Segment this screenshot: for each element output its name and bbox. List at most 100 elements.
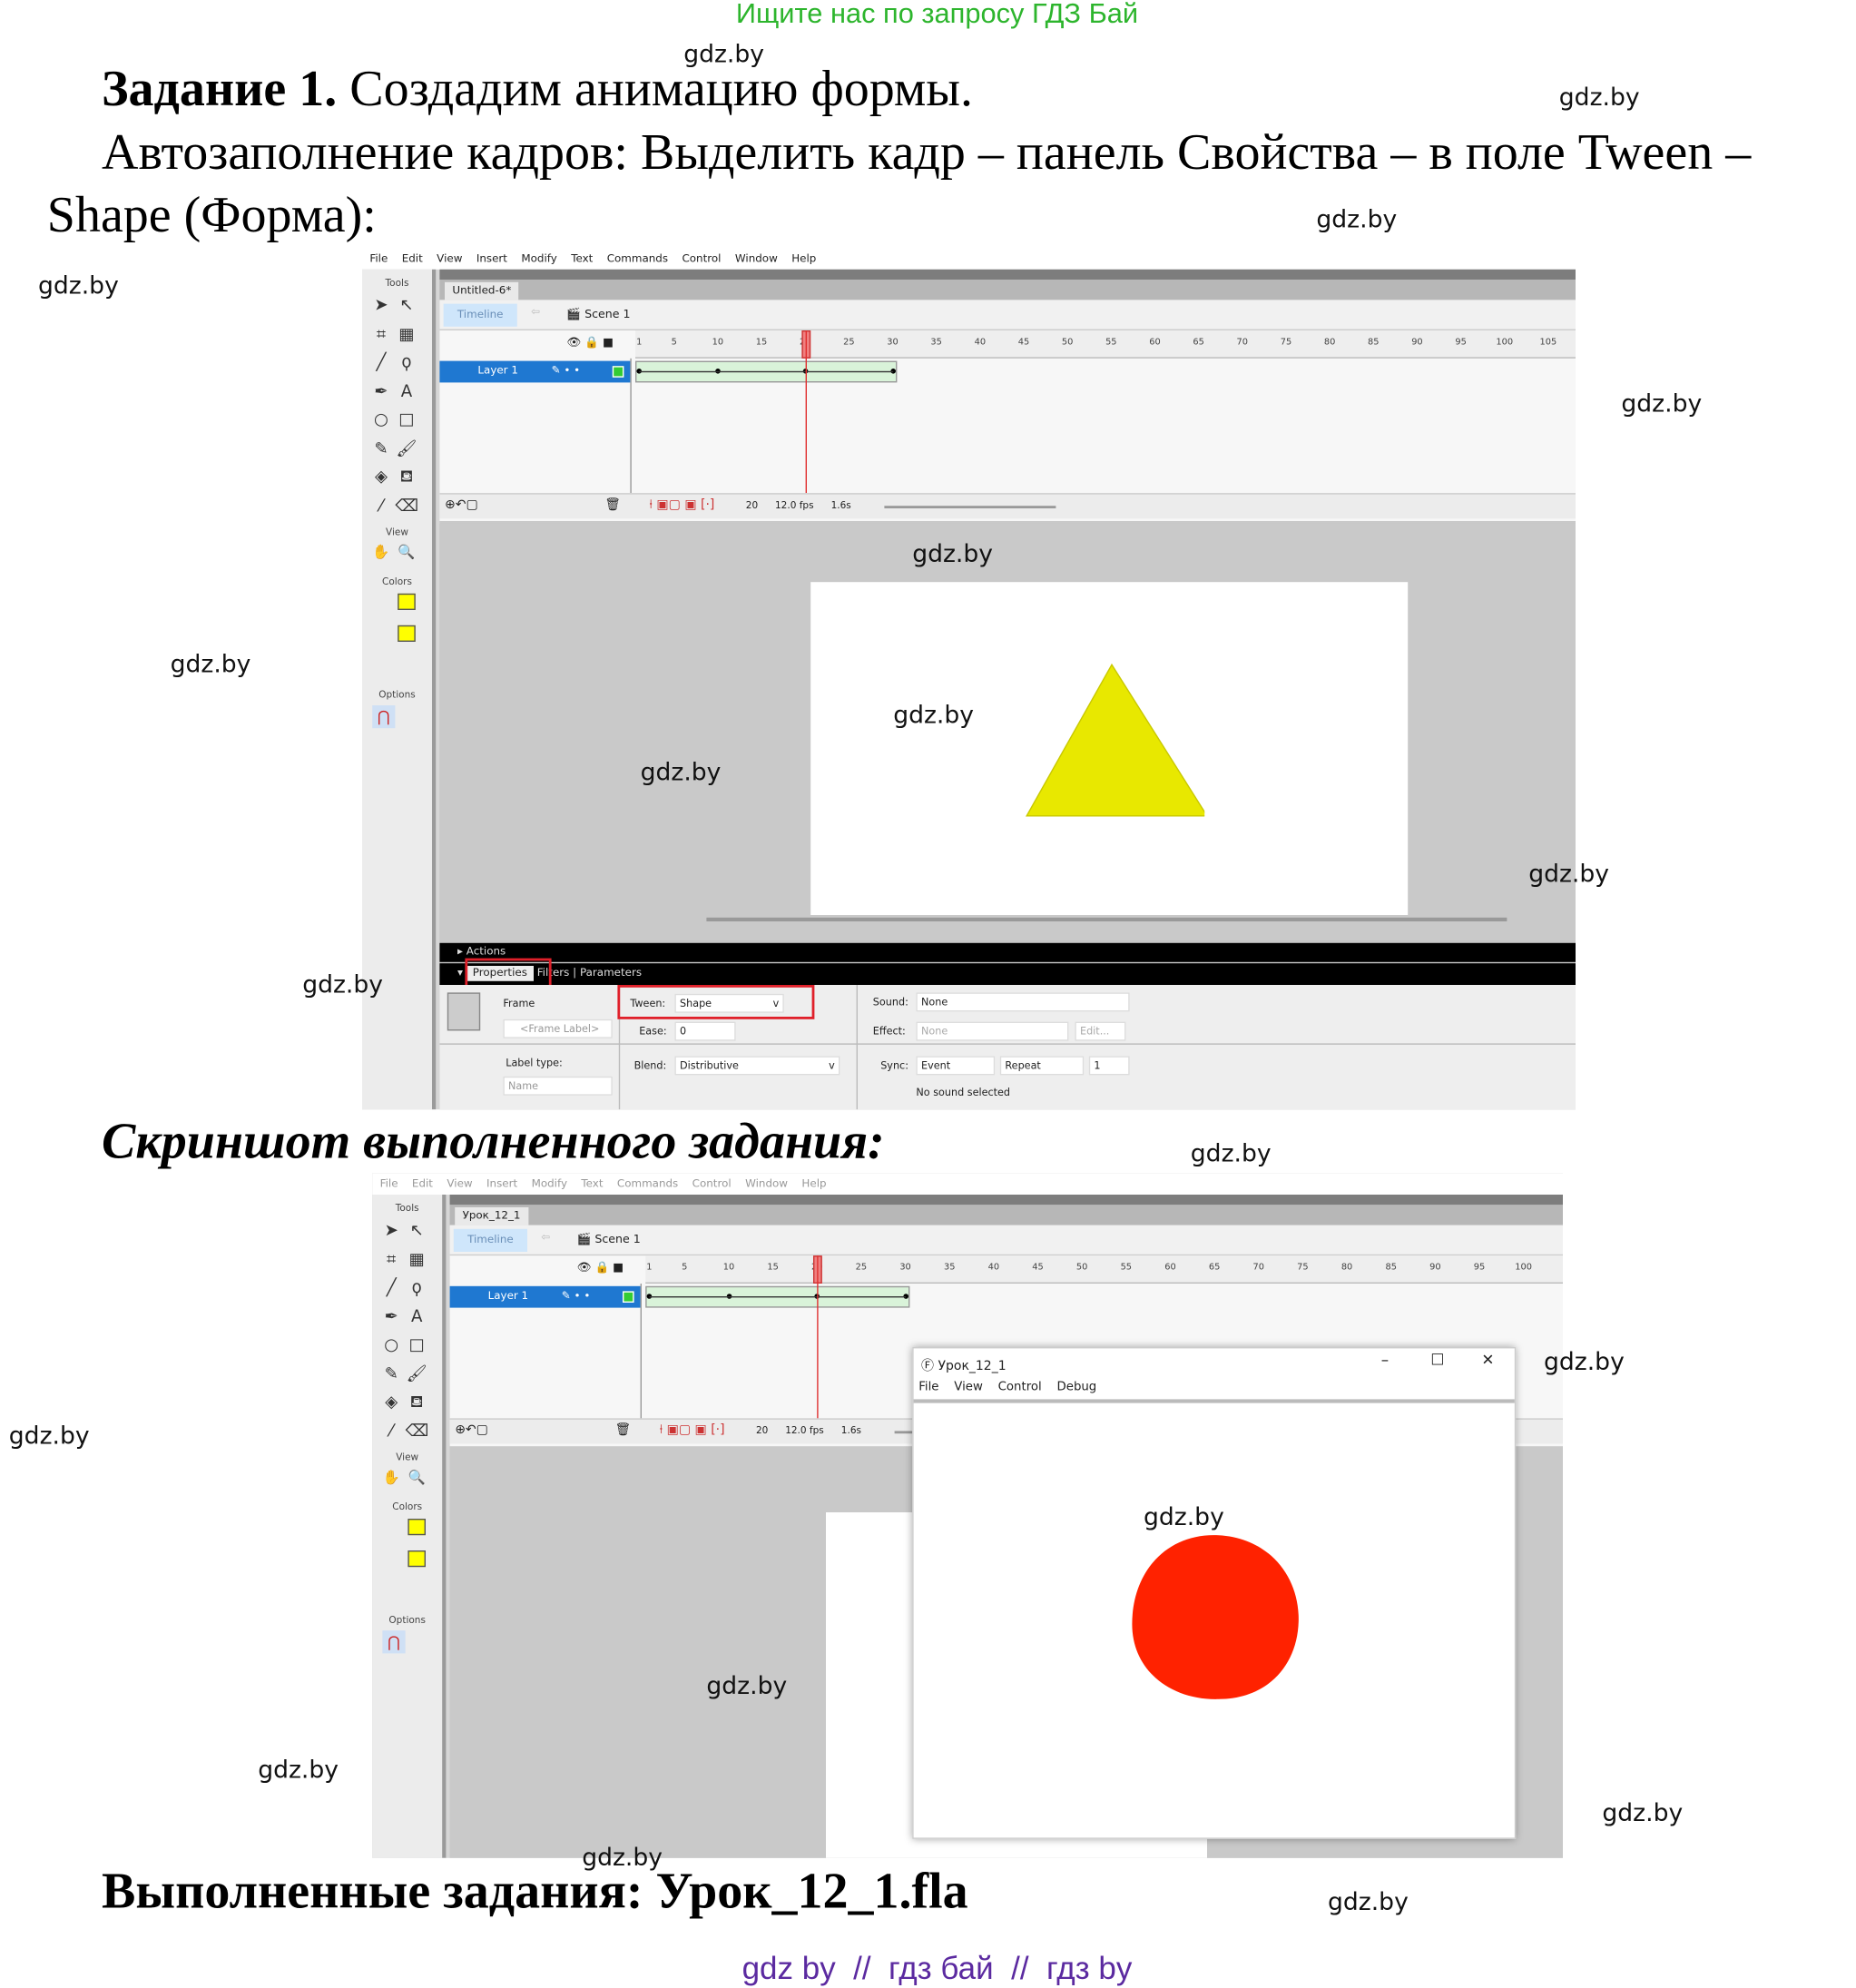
keyframe[interactable]: [636, 369, 642, 374]
lasso-icon[interactable]: ϙ: [411, 1278, 422, 1298]
pencil-icon[interactable]: ✎: [384, 1363, 398, 1383]
player-menu-control[interactable]: Control: [997, 1380, 1042, 1394]
text-icon[interactable]: A: [400, 381, 413, 401]
menu-item-edit[interactable]: Edit: [411, 1177, 433, 1191]
menu-item-help[interactable]: Help: [791, 251, 817, 265]
snap-magnet-icon[interactable]: ⋂: [372, 705, 396, 729]
player-menu-file[interactable]: File: [918, 1380, 939, 1394]
player-menu-debug[interactable]: Debug: [1056, 1380, 1097, 1394]
ink-bottle-icon[interactable]: ◈: [375, 467, 388, 487]
scene-label[interactable]: Scene 1: [594, 1234, 641, 1247]
text-icon[interactable]: A: [410, 1306, 423, 1326]
stroke-color-swatch[interactable]: [408, 1519, 426, 1536]
frame-ruler[interactable]: 1510152025303540455055606570758085909510…: [635, 330, 1576, 359]
menu-item-help[interactable]: Help: [801, 1177, 827, 1191]
pencil-icon[interactable]: ✎: [374, 438, 388, 458]
menu-item-text[interactable]: Text: [581, 1177, 604, 1191]
banner[interactable]: Ищите нас по запросу ГДЗ Бай: [735, 0, 1139, 30]
menu-item-modify[interactable]: Modify: [521, 251, 557, 265]
menu-item-view[interactable]: View: [447, 1177, 473, 1191]
fill-transform-icon[interactable]: ▦: [398, 324, 415, 344]
menu-item-control[interactable]: Control: [682, 251, 722, 265]
free-transform-icon[interactable]: ⌗: [387, 1249, 397, 1269]
frame-ruler[interactable]: 1510152025303540455055606570758085909510…: [645, 1255, 1563, 1284]
oval-icon[interactable]: ○: [384, 1335, 399, 1355]
keyframe[interactable]: [889, 369, 896, 374]
menu-item-insert[interactable]: Insert: [486, 1177, 518, 1191]
eraser-icon[interactable]: ⌫: [405, 1421, 429, 1441]
minimize-button[interactable]: –: [1380, 1351, 1390, 1369]
keyframe[interactable]: [902, 1294, 908, 1299]
pen-icon[interactable]: ✒: [384, 1306, 398, 1326]
player-menu-view[interactable]: View: [954, 1380, 983, 1394]
layer-row[interactable]: Layer 1 ✎ • •: [439, 360, 631, 383]
layer-visibility-lock-outline-icons[interactable]: 👁 🔒 ■: [576, 1262, 624, 1275]
subselect-icon[interactable]: ↖: [399, 296, 414, 316]
menu-item-commands[interactable]: Commands: [616, 1177, 679, 1191]
brush-icon[interactable]: 🖌: [406, 1363, 427, 1383]
menu-item-modify[interactable]: Modify: [531, 1177, 568, 1191]
fill-color-swatch[interactable]: [408, 1550, 426, 1568]
zoom-icon[interactable]: 🔍: [408, 1469, 426, 1486]
menu-item-insert[interactable]: Insert: [476, 251, 507, 265]
menu-item-file[interactable]: File: [369, 251, 388, 265]
sound-select[interactable]: None: [916, 992, 1130, 1012]
horizontal-scrollbar[interactable]: [706, 917, 1507, 921]
snap-magnet-icon[interactable]: ⋂: [382, 1630, 406, 1654]
timeline-scrollbar[interactable]: [884, 506, 1056, 508]
subselect-icon[interactable]: ↖: [409, 1221, 424, 1241]
label-type-select[interactable]: Name: [503, 1076, 613, 1096]
fill-color-swatch[interactable]: [398, 625, 416, 642]
keyframe[interactable]: [646, 1294, 653, 1299]
hand-icon[interactable]: ✋: [372, 544, 390, 561]
trash-icon[interactable]: 🗑: [604, 497, 622, 513]
hand-icon[interactable]: ✋: [382, 1469, 400, 1486]
keyframe[interactable]: [726, 1294, 732, 1299]
footer-links[interactable]: gdz by // гдз бай // гдз by: [741, 1951, 1133, 1987]
trash-icon[interactable]: 🗑: [614, 1423, 632, 1438]
close-button[interactable]: ✕: [1481, 1351, 1495, 1369]
layer-visibility-lock-outline-icons[interactable]: 👁 🔒 ■: [566, 337, 614, 349]
tab-properties[interactable]: Properties: [466, 966, 534, 981]
menu-item-control[interactable]: Control: [692, 1177, 732, 1191]
frame-rate[interactable]: 12.0 fps: [775, 499, 814, 511]
eyedropper-icon[interactable]: ⁄: [379, 496, 383, 516]
blend-select[interactable]: Distributive v: [674, 1056, 840, 1076]
rectangle-icon[interactable]: □: [408, 1335, 425, 1355]
frame-rate[interactable]: 12.0 fps: [785, 1424, 824, 1436]
back-arrow-icon[interactable]: ⇦: [541, 1231, 551, 1245]
ease-input[interactable]: 0: [674, 1021, 736, 1041]
menu-item-edit[interactable]: Edit: [401, 251, 423, 265]
actions-panel-bar[interactable]: ▸ Actions: [439, 942, 1576, 962]
center-frame-icon[interactable]: ⍿ ▣▢ ▣ [·]: [659, 1423, 725, 1438]
line-icon[interactable]: ╱: [376, 353, 387, 373]
eyedropper-icon[interactable]: ⁄: [389, 1421, 393, 1441]
paint-bucket-icon[interactable]: ⛾: [399, 467, 414, 487]
arrow-icon[interactable]: ➤: [374, 296, 388, 316]
menu-item-commands[interactable]: Commands: [606, 251, 669, 265]
brush-icon[interactable]: 🖌: [396, 438, 417, 458]
menu-item-window[interactable]: Window: [734, 251, 778, 265]
timeline-button[interactable]: Timeline: [453, 1228, 527, 1252]
layer-row[interactable]: Layer 1 ✎ • •: [449, 1285, 641, 1308]
edit-button[interactable]: Edit...: [1075, 1021, 1126, 1041]
add-layer-icons[interactable]: ⊕↶▢: [445, 497, 478, 513]
lasso-icon[interactable]: ϙ: [401, 353, 412, 373]
scene-label[interactable]: Scene 1: [584, 309, 631, 322]
repeat-select[interactable]: Repeat: [999, 1056, 1085, 1076]
frame-label-input[interactable]: <Frame Label>: [503, 1019, 613, 1038]
sync-select[interactable]: Event: [916, 1056, 996, 1076]
menu-item-window[interactable]: Window: [745, 1177, 789, 1191]
repeat-count-input[interactable]: 1: [1088, 1056, 1130, 1076]
add-layer-icons[interactable]: ⊕↶▢: [455, 1423, 488, 1438]
rectangle-icon[interactable]: □: [398, 410, 415, 430]
document-tab[interactable]: Урок_12_1: [455, 1207, 528, 1225]
stroke-color-swatch[interactable]: [398, 593, 416, 610]
document-tab[interactable]: Untitled-6*: [445, 281, 519, 300]
free-transform-icon[interactable]: ⌗: [376, 324, 387, 344]
center-frame-icon[interactable]: ⍿ ▣▢ ▣ [·]: [649, 497, 715, 513]
timeline-button[interactable]: Timeline: [443, 303, 517, 327]
line-icon[interactable]: ╱: [386, 1278, 397, 1298]
timeline[interactable]: 1510152025303540455055606570758085909510…: [439, 330, 1576, 521]
maximize-button[interactable]: ☐: [1430, 1351, 1445, 1369]
